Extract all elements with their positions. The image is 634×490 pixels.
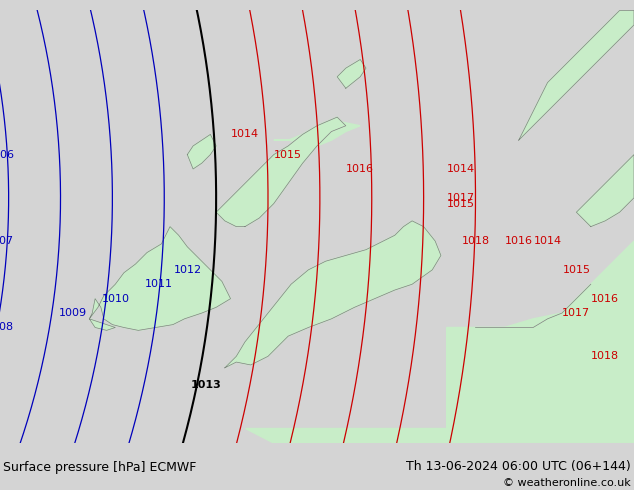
Text: 1017: 1017 <box>447 193 475 203</box>
Polygon shape <box>187 134 216 169</box>
Text: 1018: 1018 <box>591 351 619 361</box>
Text: 1017: 1017 <box>562 308 590 318</box>
Text: 1016: 1016 <box>346 164 374 174</box>
Polygon shape <box>89 226 231 330</box>
Polygon shape <box>576 154 634 226</box>
Text: 1006: 1006 <box>0 149 15 160</box>
Polygon shape <box>447 241 634 443</box>
Text: 1015: 1015 <box>562 265 590 275</box>
Text: 1015: 1015 <box>447 198 475 209</box>
Text: Surface pressure [hPa] ECMWF: Surface pressure [hPa] ECMWF <box>3 461 197 474</box>
Text: 1010: 1010 <box>101 294 130 304</box>
Text: 1013: 1013 <box>191 380 222 390</box>
Polygon shape <box>337 59 366 88</box>
Text: 1014: 1014 <box>447 164 475 174</box>
Text: 1014: 1014 <box>231 129 259 140</box>
Text: 1012: 1012 <box>174 265 202 275</box>
Text: 1008: 1008 <box>0 322 15 333</box>
Text: 1016: 1016 <box>591 294 619 304</box>
Text: 1018: 1018 <box>462 236 489 246</box>
Polygon shape <box>245 428 476 443</box>
Text: 1016: 1016 <box>505 236 533 246</box>
Polygon shape <box>476 255 634 443</box>
Polygon shape <box>216 117 346 226</box>
Polygon shape <box>274 120 360 146</box>
Text: 1011: 1011 <box>145 279 173 289</box>
Polygon shape <box>225 221 441 368</box>
Text: © weatheronline.co.uk: © weatheronline.co.uk <box>503 478 631 489</box>
Text: Th 13-06-2024 06:00 UTC (06+144): Th 13-06-2024 06:00 UTC (06+144) <box>406 460 631 473</box>
Text: 1009: 1009 <box>58 308 86 318</box>
Text: 1015: 1015 <box>274 149 302 160</box>
Text: 1007: 1007 <box>0 236 15 246</box>
Text: 1014: 1014 <box>533 236 562 246</box>
Polygon shape <box>519 10 634 140</box>
